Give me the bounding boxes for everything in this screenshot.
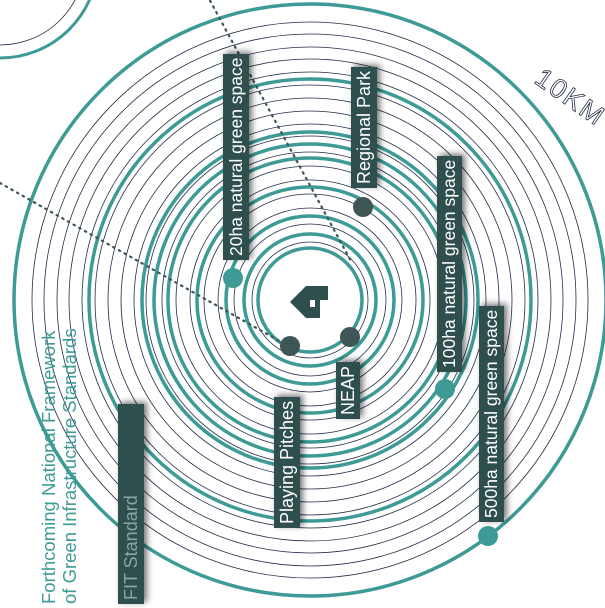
thin-ring-2: [233, 223, 387, 377]
thin-ring-5: [189, 179, 431, 421]
thin-ring-1: [251, 241, 369, 359]
ng100-marker: [435, 379, 455, 399]
thin-ring-9: [133, 123, 487, 477]
teal-ring-2: [242, 232, 378, 368]
dotted-line-north: [208, 0, 354, 265]
thin-ring-14: [68, 58, 552, 542]
ten-km-label: 10KM: [530, 62, 605, 132]
thin-ring-17: [31, 21, 589, 579]
thin-ring-13: [81, 71, 539, 529]
thin-ring-11: [107, 97, 513, 503]
ng500-marker: [478, 526, 498, 546]
thin-ring-16: [43, 33, 577, 567]
framework-line-1: Forthcoming National Framework: [38, 330, 59, 604]
thin-ring-8: [145, 135, 475, 465]
icon-door: [310, 300, 315, 307]
teal-ring-8: [87, 77, 533, 523]
thin-ring-15: [56, 46, 564, 554]
arrow-house-icon: [290, 286, 328, 318]
regional-park-marker: [353, 197, 373, 217]
teal-ring-7: [140, 130, 480, 470]
framework-line-2: of Green Infrastructure Standards: [59, 328, 81, 604]
teal-ring-6: [152, 142, 468, 458]
teal-ring-9: [12, 2, 605, 598]
teal-ring-3: [224, 214, 396, 386]
playing-pitches-marker: [280, 336, 300, 356]
teal-ring-1: [256, 246, 364, 354]
thin-ring-4: [203, 193, 417, 407]
thin-ring-12: [94, 84, 526, 516]
thin-ring-10: [120, 110, 500, 490]
thin-ring-3: [217, 207, 403, 393]
neap-marker: [340, 327, 360, 347]
neighbor-ring-thin: [0, 0, 76, 46]
ng20-marker: [223, 268, 243, 288]
teal-ring-4: [195, 185, 425, 415]
